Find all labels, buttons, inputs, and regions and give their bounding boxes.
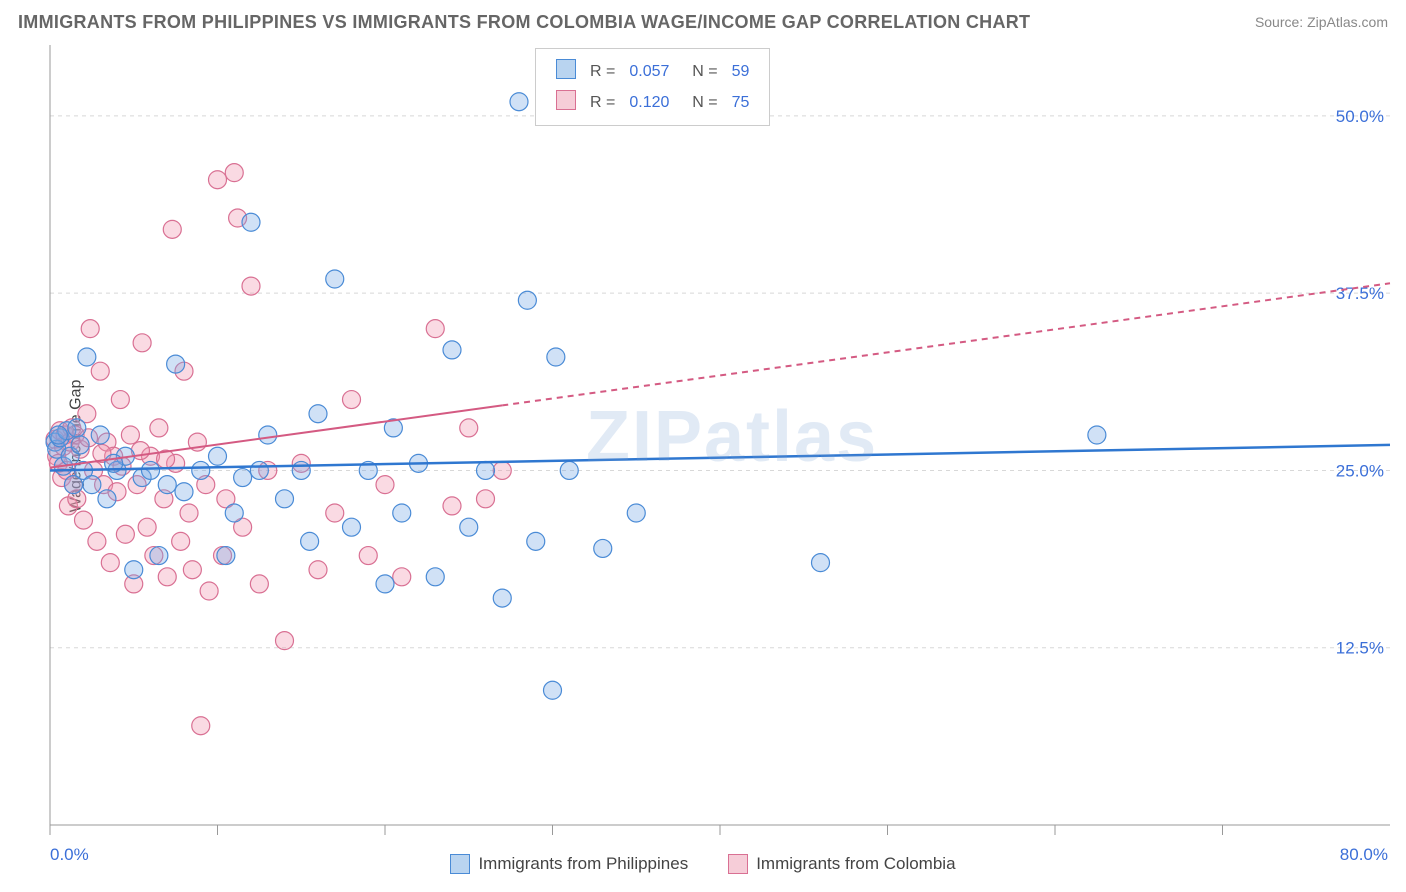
series-legend: Immigrants from Philippines Immigrants f… bbox=[0, 854, 1406, 874]
x-axis-min-label: 0.0% bbox=[50, 845, 89, 865]
r-value-0: 0.057 bbox=[623, 57, 675, 86]
n-value-1: 75 bbox=[726, 88, 756, 117]
legend-label-1: Immigrants from Colombia bbox=[756, 854, 955, 874]
svg-text:50.0%: 50.0% bbox=[1336, 107, 1384, 126]
x-axis-max-label: 80.0% bbox=[1340, 845, 1388, 865]
svg-text:37.5%: 37.5% bbox=[1336, 284, 1384, 303]
legend-item-philippines: Immigrants from Philippines bbox=[450, 854, 688, 874]
svg-text:25.0%: 25.0% bbox=[1336, 461, 1384, 480]
n-value-0: 59 bbox=[726, 57, 756, 86]
legend-item-colombia: Immigrants from Colombia bbox=[728, 854, 955, 874]
legend-label-0: Immigrants from Philippines bbox=[478, 854, 688, 874]
svg-text:12.5%: 12.5% bbox=[1336, 639, 1384, 658]
r-value-1: 0.120 bbox=[623, 88, 675, 117]
scatter-chart: 12.5% 25.0% 37.5% 50.0% bbox=[0, 0, 1406, 892]
correlation-legend: R =0.057 N =59 R =0.120 N =75 bbox=[535, 48, 770, 126]
